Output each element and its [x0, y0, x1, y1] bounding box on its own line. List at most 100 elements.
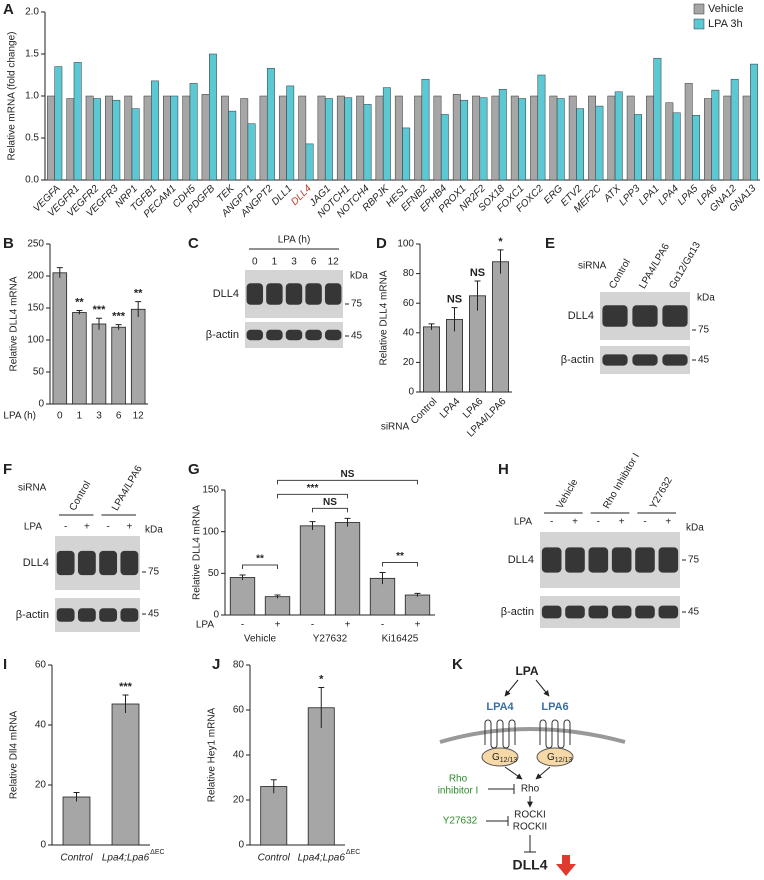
- marker-label: 45: [148, 609, 160, 620]
- band: [246, 283, 264, 305]
- band: [611, 547, 632, 573]
- legend-label: LPA 3h: [708, 18, 743, 30]
- marker-label: 45: [351, 331, 363, 342]
- ligand: LPA: [515, 664, 538, 678]
- marker-label: 75: [688, 555, 700, 566]
- x-tick-label: Lpa4;Lpa6: [102, 853, 150, 864]
- bar: [105, 95, 113, 181]
- error-bar: [309, 521, 316, 530]
- x-tick-superscript: ΔEC: [150, 849, 164, 856]
- lane-label: +: [84, 522, 90, 533]
- bar: [363, 104, 372, 181]
- band: [77, 608, 96, 622]
- lane-label: +: [619, 517, 625, 528]
- band: [305, 329, 322, 341]
- row-label: LPA: [196, 620, 214, 631]
- bar: [672, 112, 681, 181]
- bar: [228, 110, 237, 181]
- error-bar: [428, 323, 435, 330]
- significance: ***: [112, 311, 126, 323]
- lane-label: 1: [272, 257, 278, 268]
- lane-row-label: LPA: [514, 517, 532, 528]
- significance: ***: [119, 681, 133, 693]
- x-tick-label: DLL1: [270, 183, 295, 208]
- bar: [423, 326, 440, 393]
- row-name: DLL4: [568, 310, 594, 322]
- inhibitor: Y27632: [443, 816, 478, 827]
- band: [611, 605, 632, 619]
- bar: [259, 95, 268, 181]
- band: [635, 605, 655, 619]
- panel-letter: H: [498, 461, 509, 478]
- row-label: siRNA: [18, 483, 47, 494]
- bar: [653, 57, 662, 181]
- band: [588, 605, 609, 619]
- marker-label: 75: [351, 299, 363, 310]
- bar: [433, 95, 442, 181]
- y-tick-label: 0: [238, 840, 244, 851]
- x-tick-label: 3: [96, 411, 102, 422]
- lane-label: -: [597, 517, 600, 528]
- lane-label: 3: [291, 257, 297, 268]
- bar: [556, 98, 565, 181]
- y-axis-label: Relative mRNA (fold change): [7, 32, 18, 161]
- panel-letter: K: [452, 656, 463, 673]
- panel-letter: D: [376, 235, 387, 252]
- band: [266, 329, 283, 341]
- y-tick-label: 200: [27, 271, 44, 282]
- y-tick-label: 250: [27, 239, 44, 250]
- x-tick-label: 1: [77, 411, 83, 422]
- y-tick-label: 60: [233, 705, 245, 716]
- bar: [334, 522, 361, 616]
- row-name: β-actin: [501, 606, 534, 618]
- bar: [73, 62, 82, 181]
- y-tick-label: 150: [27, 303, 44, 314]
- bar: [607, 95, 616, 181]
- bar: [394, 95, 403, 181]
- panel-letter: B: [3, 235, 14, 252]
- band: [246, 329, 264, 341]
- bar: [518, 98, 527, 181]
- arrow: [535, 679, 550, 697]
- x-tick-label: Control: [60, 853, 93, 864]
- bar: [52, 272, 68, 405]
- error-bar: [76, 310, 83, 315]
- x-tick-label: LPA5: [676, 183, 701, 208]
- group-label: LPA4/LPA6: [110, 463, 145, 512]
- bar: [634, 114, 642, 181]
- row-label: siRNA: [578, 261, 607, 272]
- y-tick-label: 100: [27, 335, 44, 346]
- bar: [299, 525, 326, 616]
- g-protein: [536, 747, 574, 767]
- band: [602, 305, 628, 327]
- g-protein: [481, 747, 519, 767]
- significance: **: [134, 288, 143, 300]
- lane-label: +: [572, 517, 578, 528]
- arrow: [504, 679, 519, 697]
- bar: [588, 95, 596, 181]
- x-tick-superscript: ΔEC: [346, 849, 360, 856]
- bar: [209, 53, 217, 181]
- blot-background: [540, 596, 680, 628]
- inhibition: [486, 816, 509, 826]
- group-label: Rho Inhibitor I: [601, 451, 642, 510]
- significance: *: [319, 673, 324, 685]
- bar: [344, 97, 353, 181]
- band: [285, 283, 303, 305]
- row-label: LPA (h): [3, 411, 36, 422]
- group-label: Vehicle: [244, 634, 277, 645]
- bar: [375, 95, 384, 181]
- band: [324, 283, 342, 305]
- group-label: Y27632: [648, 475, 675, 511]
- bar: [711, 89, 720, 181]
- bar: [247, 123, 256, 181]
- marker-label: 45: [688, 607, 700, 618]
- marker-label: 75: [698, 325, 710, 336]
- x-tick-label: Lpa4;Lpa6: [298, 853, 346, 864]
- bar: [537, 74, 546, 181]
- bar: [614, 91, 623, 181]
- error-bar: [56, 267, 63, 278]
- bar: [143, 95, 152, 181]
- band: [285, 329, 303, 341]
- bar: [404, 594, 431, 616]
